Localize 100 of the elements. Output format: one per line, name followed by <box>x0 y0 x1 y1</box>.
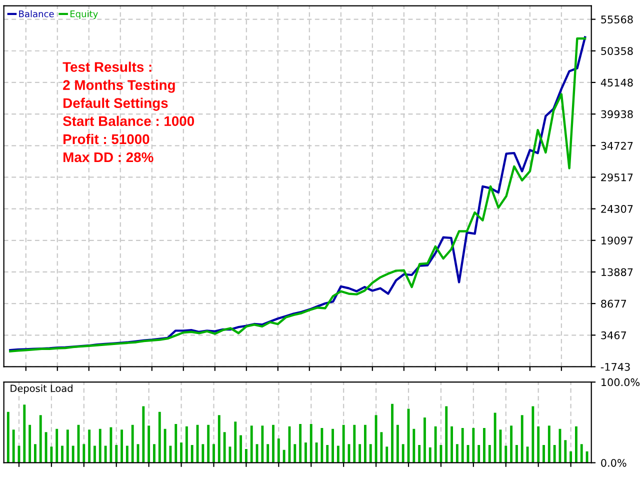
bar <box>180 442 183 463</box>
bar <box>98 428 102 463</box>
bar <box>12 430 15 463</box>
bar <box>418 444 421 463</box>
bar <box>336 446 340 463</box>
bar <box>120 430 123 463</box>
bar <box>282 450 286 463</box>
bar <box>110 427 112 463</box>
bar <box>174 424 178 463</box>
bar <box>574 426 578 463</box>
bar <box>412 428 416 463</box>
bar <box>461 428 464 463</box>
bar <box>104 446 107 463</box>
y-tick-label: 19097 <box>602 236 633 244</box>
y-tick-label: -1743 <box>600 362 630 371</box>
y-tick-label: 24307 <box>601 205 633 213</box>
bar <box>261 426 264 463</box>
bar <box>218 415 220 463</box>
bar <box>342 424 345 463</box>
y-tick-label: 13887 <box>602 268 633 276</box>
bar <box>380 432 383 463</box>
bar <box>510 426 513 463</box>
bar <box>39 415 42 463</box>
y-tick-label: 0.0% <box>601 458 626 467</box>
y-tick-label: 100.0% <box>602 378 640 386</box>
bar <box>88 430 91 463</box>
bar <box>364 424 366 463</box>
bar <box>570 451 572 463</box>
bar <box>164 428 166 463</box>
bar <box>240 435 242 463</box>
bar <box>369 444 372 463</box>
bar <box>542 444 545 463</box>
bar <box>504 446 508 463</box>
bar <box>234 422 237 463</box>
bar <box>272 424 274 463</box>
bar <box>445 406 448 463</box>
bar <box>402 444 404 463</box>
bar <box>483 428 486 463</box>
bar <box>428 447 432 463</box>
bar <box>82 444 86 463</box>
bar <box>250 426 253 463</box>
annotation: Max DD : 28% <box>64 152 154 162</box>
bar <box>494 412 496 463</box>
bar <box>315 442 318 463</box>
bar <box>374 415 378 463</box>
bar <box>304 442 307 463</box>
bar <box>153 444 156 463</box>
bar <box>294 444 296 463</box>
bar <box>532 406 534 463</box>
annotation: Profit : 51000 <box>64 134 150 144</box>
bar <box>580 444 583 463</box>
bar <box>320 428 324 463</box>
bar <box>391 404 394 463</box>
bar <box>34 444 36 463</box>
bar <box>23 404 26 463</box>
bar <box>537 426 540 463</box>
bar <box>185 426 188 463</box>
bar <box>72 446 74 463</box>
bar <box>548 426 550 463</box>
annotation: 2 Months Testing <box>63 80 175 93</box>
bar <box>44 432 48 463</box>
bar <box>28 424 32 463</box>
bar <box>326 444 329 463</box>
y-tick-label: 8677 <box>601 300 626 308</box>
bar <box>553 444 556 463</box>
bar <box>396 424 399 463</box>
annotation: Default Settings <box>64 98 168 111</box>
annotation: Test Results : <box>62 62 152 72</box>
bar <box>434 426 437 463</box>
bar <box>94 446 96 463</box>
bar <box>299 424 302 463</box>
bar <box>488 444 491 463</box>
bar <box>131 424 134 463</box>
y-tick-label: 45148 <box>600 78 633 87</box>
bar <box>158 412 161 463</box>
y-tick-label: 55568 <box>601 16 633 24</box>
bar <box>478 444 480 463</box>
bar <box>564 440 567 463</box>
bar <box>450 426 453 463</box>
legend-label: Equity <box>70 10 98 20</box>
y-tick-label: 50358 <box>601 47 633 55</box>
bar <box>126 446 128 463</box>
bar <box>212 444 215 463</box>
bar <box>386 446 388 463</box>
bar <box>115 444 118 463</box>
bar <box>223 432 226 463</box>
bar <box>332 428 334 463</box>
bar <box>266 444 270 463</box>
y-tick-label: 3467 <box>601 331 626 340</box>
bar <box>244 449 248 463</box>
bar <box>66 430 69 463</box>
bar <box>472 428 475 463</box>
bar <box>353 424 356 463</box>
bar <box>56 428 58 463</box>
bar <box>277 438 280 463</box>
annotation: Start Balance : 1000 <box>62 116 194 126</box>
y-tick-label: 39938 <box>601 110 633 118</box>
bar <box>358 444 362 463</box>
bar <box>207 424 210 463</box>
bar <box>148 426 150 463</box>
